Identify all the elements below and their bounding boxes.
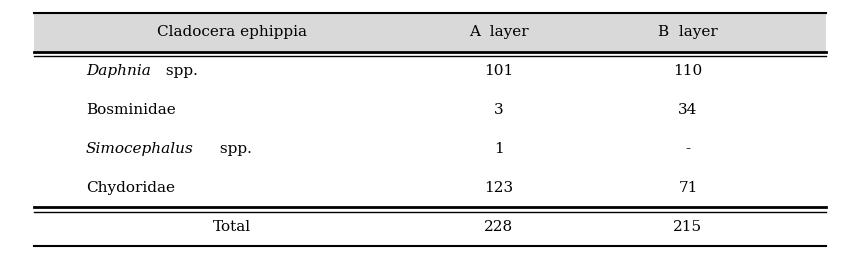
Text: B  layer: B layer bbox=[658, 25, 718, 39]
Text: 215: 215 bbox=[673, 220, 703, 234]
Bar bbox=[34, 13, 826, 52]
Text: spp.: spp. bbox=[215, 142, 252, 156]
Text: -: - bbox=[685, 142, 691, 156]
Text: 228: 228 bbox=[484, 220, 513, 234]
Text: 101: 101 bbox=[484, 64, 513, 78]
Text: 3: 3 bbox=[494, 103, 504, 117]
Text: 1: 1 bbox=[494, 142, 504, 156]
Text: Cladocera ephippia: Cladocera ephippia bbox=[157, 25, 307, 39]
Text: Daphnia: Daphnia bbox=[86, 64, 150, 78]
Text: 34: 34 bbox=[679, 103, 697, 117]
Text: 123: 123 bbox=[484, 181, 513, 195]
Text: spp.: spp. bbox=[162, 64, 198, 78]
Text: Simocephalus: Simocephalus bbox=[86, 142, 194, 156]
Text: Bosminidae: Bosminidae bbox=[86, 103, 175, 117]
Text: 110: 110 bbox=[673, 64, 703, 78]
Text: A  layer: A layer bbox=[469, 25, 529, 39]
Text: Chydoridae: Chydoridae bbox=[86, 181, 175, 195]
Text: Total: Total bbox=[213, 220, 251, 234]
Text: 71: 71 bbox=[679, 181, 697, 195]
